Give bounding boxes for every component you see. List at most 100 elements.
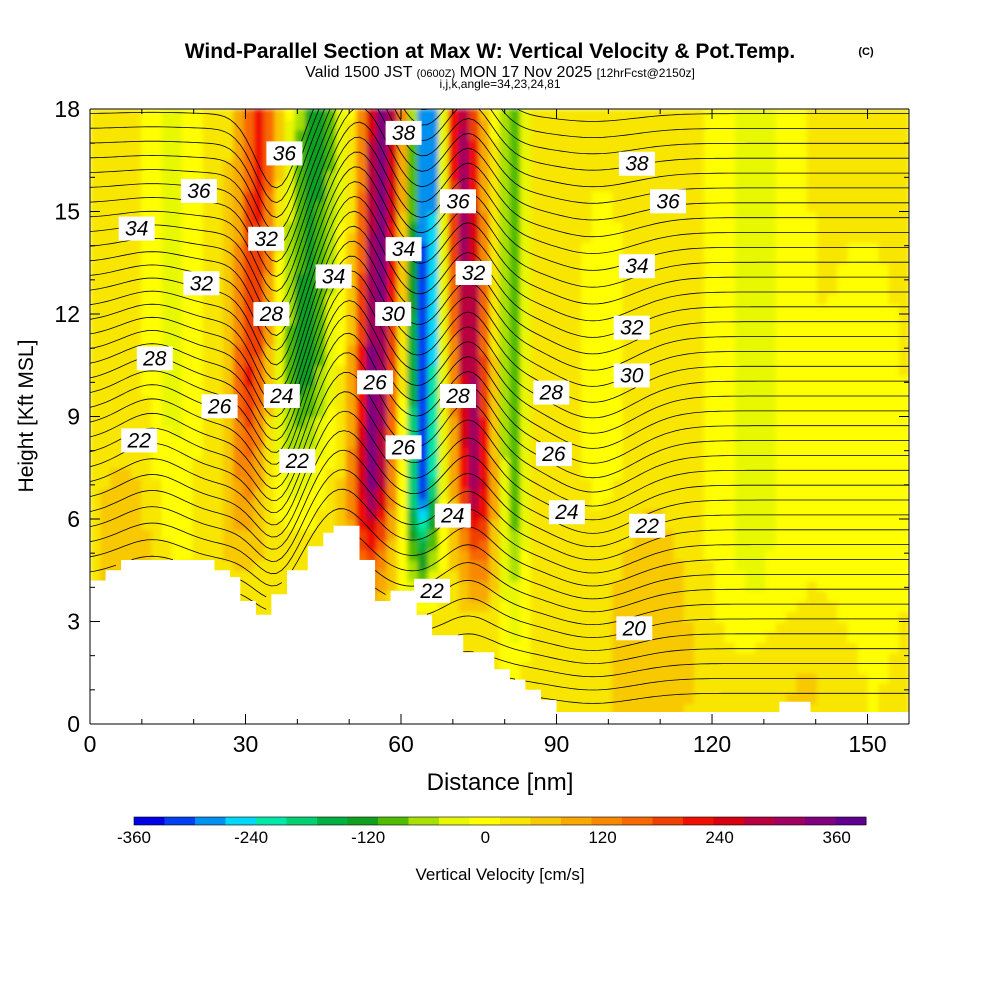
velocity-cell xyxy=(510,622,521,633)
velocity-cell xyxy=(889,488,900,499)
velocity-cell xyxy=(663,601,674,612)
velocity-cell xyxy=(387,191,398,202)
velocity-cell xyxy=(878,488,889,499)
velocity-cell xyxy=(868,591,879,602)
velocity-cell xyxy=(776,191,787,202)
velocity-cell xyxy=(694,652,705,663)
velocity-cell xyxy=(786,130,797,141)
velocity-cell xyxy=(817,519,828,530)
velocity-cell xyxy=(725,663,736,674)
velocity-cell xyxy=(878,519,889,530)
velocity-cell xyxy=(592,335,603,346)
velocity-cell xyxy=(602,109,613,120)
velocity-cell xyxy=(643,601,654,612)
velocity-cell xyxy=(162,232,173,243)
velocity-cell xyxy=(715,550,726,561)
velocity-cell xyxy=(735,683,746,694)
velocity-cell xyxy=(602,468,613,479)
velocity-cell xyxy=(889,468,900,479)
velocity-cell xyxy=(213,499,224,510)
velocity-cell xyxy=(366,478,377,489)
velocity-cell xyxy=(889,570,900,581)
velocity-cell xyxy=(612,581,623,592)
velocity-cell xyxy=(755,622,766,633)
velocity-cell xyxy=(141,324,152,335)
subtitle-forecast: [12hrFcst@2150z] xyxy=(597,66,695,80)
velocity-cell xyxy=(366,119,377,130)
velocity-cell xyxy=(121,365,132,376)
velocity-cell xyxy=(182,253,193,264)
velocity-cell xyxy=(459,160,470,171)
velocity-cell xyxy=(581,591,592,602)
velocity-cell xyxy=(622,673,633,684)
contour-label-text: 32 xyxy=(462,262,486,285)
contour-label: 30 xyxy=(614,364,650,388)
velocity-cell xyxy=(848,273,859,284)
velocity-cell xyxy=(428,458,439,469)
velocity-cell xyxy=(520,601,531,612)
velocity-cell xyxy=(213,212,224,223)
velocity-cell xyxy=(837,181,848,192)
velocity-cell xyxy=(203,427,214,438)
velocity-cell xyxy=(827,191,838,202)
velocity-cell xyxy=(704,130,715,141)
velocity-cell xyxy=(704,376,715,387)
velocity-cell xyxy=(796,406,807,417)
velocity-cell xyxy=(868,386,879,397)
velocity-cell xyxy=(418,294,429,305)
velocity-cell xyxy=(755,581,766,592)
velocity-cell xyxy=(848,365,859,376)
velocity-cell xyxy=(868,335,879,346)
velocity-cell xyxy=(459,601,470,612)
velocity-cell xyxy=(100,345,111,356)
velocity-cell xyxy=(694,591,705,602)
velocity-cell xyxy=(346,242,357,253)
velocity-cell xyxy=(766,150,777,161)
velocity-cell xyxy=(684,386,695,397)
velocity-cell xyxy=(633,478,644,489)
velocity-cell xyxy=(131,396,142,407)
velocity-cell xyxy=(776,437,787,448)
velocity-cell xyxy=(807,560,818,571)
velocity-cell xyxy=(459,130,470,141)
velocity-cell xyxy=(889,324,900,335)
velocity-cell xyxy=(837,191,848,202)
velocity-cell xyxy=(837,160,848,171)
velocity-cell xyxy=(121,324,132,335)
velocity-cell xyxy=(151,283,162,294)
velocity-cell xyxy=(592,642,603,653)
velocity-cell xyxy=(592,191,603,202)
velocity-cell xyxy=(715,611,726,622)
velocity-cell xyxy=(151,540,162,551)
velocity-cell xyxy=(796,304,807,315)
velocity-cell xyxy=(837,509,848,520)
velocity-cell xyxy=(561,119,572,130)
velocity-cell xyxy=(571,365,582,376)
velocity-cell xyxy=(356,283,367,294)
velocity-cell xyxy=(807,642,818,653)
velocity-cell xyxy=(438,263,449,274)
velocity-cell xyxy=(111,335,122,346)
velocity-cell xyxy=(633,427,644,438)
velocity-cell xyxy=(592,447,603,458)
velocity-cell xyxy=(837,314,848,325)
velocity-cell xyxy=(735,335,746,346)
velocity-cell xyxy=(704,222,715,233)
velocity-cell xyxy=(90,130,101,141)
velocity-cell xyxy=(776,140,787,151)
velocity-cell xyxy=(889,581,900,592)
velocity-cell xyxy=(899,304,910,315)
velocity-cell xyxy=(377,529,388,540)
velocity-cell xyxy=(182,212,193,223)
velocity-cell xyxy=(735,519,746,530)
velocity-cell xyxy=(663,283,674,294)
velocity-cell xyxy=(715,304,726,315)
velocity-cell xyxy=(858,283,869,294)
velocity-cell xyxy=(131,119,142,130)
velocity-cell xyxy=(837,427,848,438)
velocity-cell xyxy=(786,683,797,694)
velocity-cell xyxy=(100,109,111,120)
velocity-cell xyxy=(643,673,654,684)
velocity-cell xyxy=(90,458,101,469)
velocity-cell xyxy=(725,478,736,489)
